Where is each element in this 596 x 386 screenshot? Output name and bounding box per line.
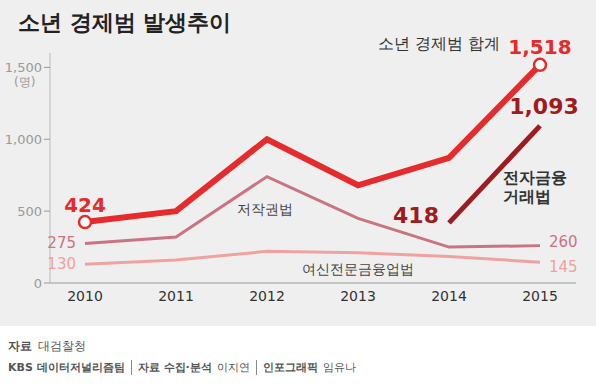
svg-text:260: 260 [549, 233, 578, 251]
html-text:KBS 데이터저널리즘팀: KBS 데이터저널리즘팀 [8, 361, 125, 374]
svg-text:1,500: 1,500 [5, 60, 42, 75]
html-text:여신전문금융업법: 여신전문금융업법 [302, 261, 414, 277]
svg-text:130: 130 [47, 255, 76, 273]
svg-text:2010: 2010 [67, 288, 103, 304]
html-text:자료 수집·분석 이지연: 자료 수집·분석 이지연 [137, 361, 250, 374]
html-text:대검찰청: 대검찰청 [38, 339, 86, 353]
svg-text:0: 0 [34, 276, 42, 291]
svg-text:1,093: 1,093 [509, 94, 579, 119]
html-text:소년 경제범 발생추이: 소년 경제범 발생추이 [18, 10, 232, 35]
html-text:자료: 자료 [8, 339, 32, 353]
svg-text:2014: 2014 [431, 288, 467, 304]
svg-text:2011: 2011 [158, 288, 194, 304]
svg-text:418: 418 [393, 203, 439, 228]
svg-text:424: 424 [64, 193, 106, 217]
svg-text:1,518: 1,518 [508, 35, 571, 59]
html-text:(명): (명) [14, 75, 36, 89]
svg-text:2013: 2013 [340, 288, 376, 304]
svg-text:1,000: 1,000 [5, 132, 42, 147]
html-text:저작권법: 저작권법 [237, 201, 293, 217]
html-text:소년 경제범 합계: 소년 경제범 합계 [377, 34, 500, 53]
svg-text:2015: 2015 [522, 288, 558, 304]
html-text:인포그래픽 임유나: 인포그래픽 임유나 [262, 361, 356, 374]
html-text:전자금융거래법: 전자금융거래법 [503, 168, 567, 207]
svg-text:500: 500 [17, 204, 42, 219]
svg-text:2012: 2012 [249, 288, 285, 304]
svg-text:145: 145 [549, 258, 578, 276]
svg-text:275: 275 [47, 234, 76, 252]
